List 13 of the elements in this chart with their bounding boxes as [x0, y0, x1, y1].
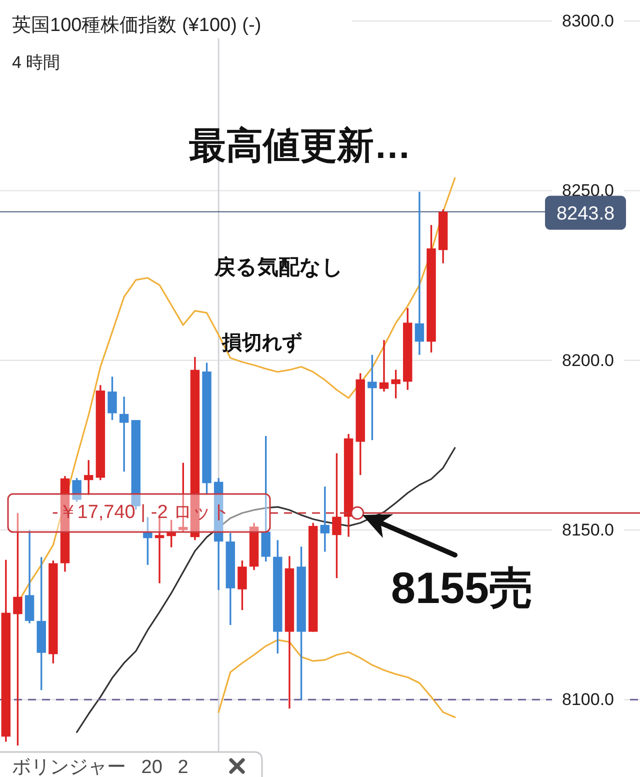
annotation: 8155売 [391, 564, 533, 613]
y-tick-label: 8300.0 [562, 12, 614, 31]
annotation: 戻る気配なし [214, 256, 344, 279]
header: 英国100種株価指数 (¥100) (-) 4 時間 [0, 0, 352, 72]
annotation: 損切れず [222, 332, 302, 354]
indicator-label: ボリンジャー 20 2 [0, 751, 263, 777]
y-tick-label: 8150.0 [562, 520, 614, 540]
y-tick-label: 8100.0 [562, 690, 614, 710]
annotation: 最高値更新… [189, 125, 411, 166]
ref-line-label: 8243.8 [556, 204, 615, 225]
price-label: 8243.8 [545, 196, 626, 230]
annotation: ボリンジャー 20 2 [12, 757, 188, 777]
y-tick-label: 8200.0 [562, 350, 614, 370]
